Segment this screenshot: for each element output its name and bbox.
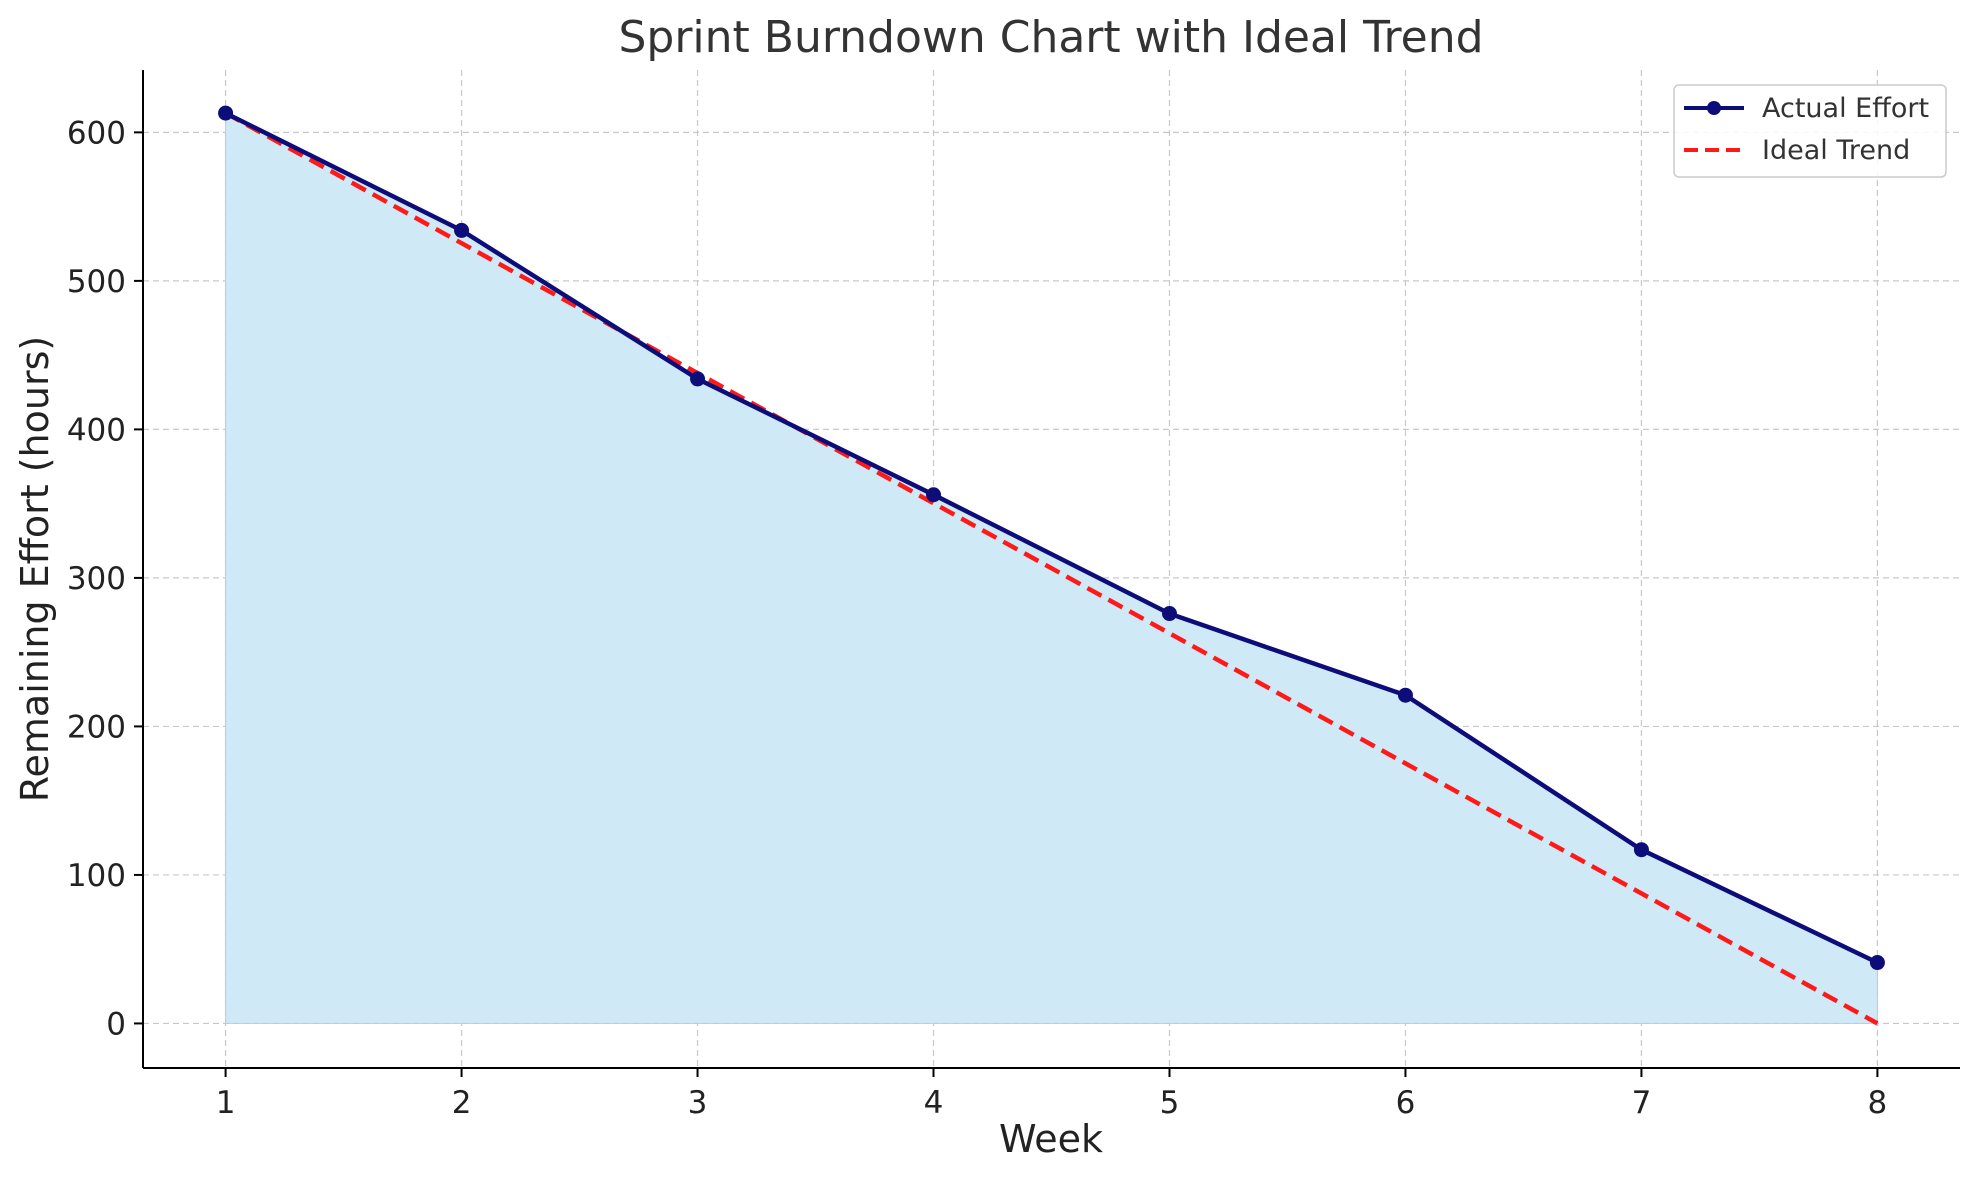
ideal-trend-line	[224, 111, 1879, 1026]
y-tick-label: 500	[67, 264, 126, 300]
x-tick-label: 5	[1160, 1085, 1180, 1121]
actual-effort-point	[1397, 687, 1413, 703]
y-tick-label: 0	[106, 1006, 126, 1042]
actual-effort-point	[1869, 955, 1885, 971]
actual-effort-point	[454, 222, 470, 238]
legend: Actual Effort Ideal Trend	[1673, 84, 1947, 178]
x-tick-label: 1	[216, 1085, 236, 1121]
actual-effort-point	[926, 487, 942, 503]
axes	[142, 70, 1960, 1069]
x-tick-label: 3	[688, 1085, 708, 1121]
x-tick-label: 7	[1632, 1085, 1652, 1121]
y-tick-label: 300	[67, 561, 126, 597]
legend-actual-effort-label: Actual Effort	[1762, 93, 1929, 124]
x-tick-label: 6	[1396, 1085, 1416, 1121]
actual-effort-point	[218, 105, 234, 121]
y-tick-label: 200	[67, 709, 126, 745]
x-tick-label: 4	[924, 1085, 944, 1121]
x-axis-label: Week	[999, 1117, 1103, 1161]
y-tick-label: 100	[67, 858, 126, 894]
actual-effort-line	[224, 111, 1879, 965]
actual-effort-point	[690, 371, 706, 387]
y-tick-label: 600	[67, 115, 126, 151]
actual-effort-point	[1633, 842, 1649, 858]
y-tick-label: 400	[67, 412, 126, 448]
x-tick-label: 8	[1868, 1085, 1888, 1121]
tick-marks: 1 2 3 4 5 6 7 8 0 100 200 300 400 500 600	[67, 115, 1887, 1121]
actual-effort-point	[1161, 606, 1177, 622]
x-tick-label: 2	[452, 1085, 472, 1121]
legend-ideal-trend-label: Ideal Trend	[1762, 135, 1910, 166]
chart-title: Sprint Burndown Chart with Ideal Trend	[618, 12, 1483, 63]
y-axis-label: Remaining Effort (hours)	[13, 336, 57, 802]
actual-effort-markers	[218, 105, 1885, 971]
legend-actual-effort-marker	[1707, 101, 1721, 115]
